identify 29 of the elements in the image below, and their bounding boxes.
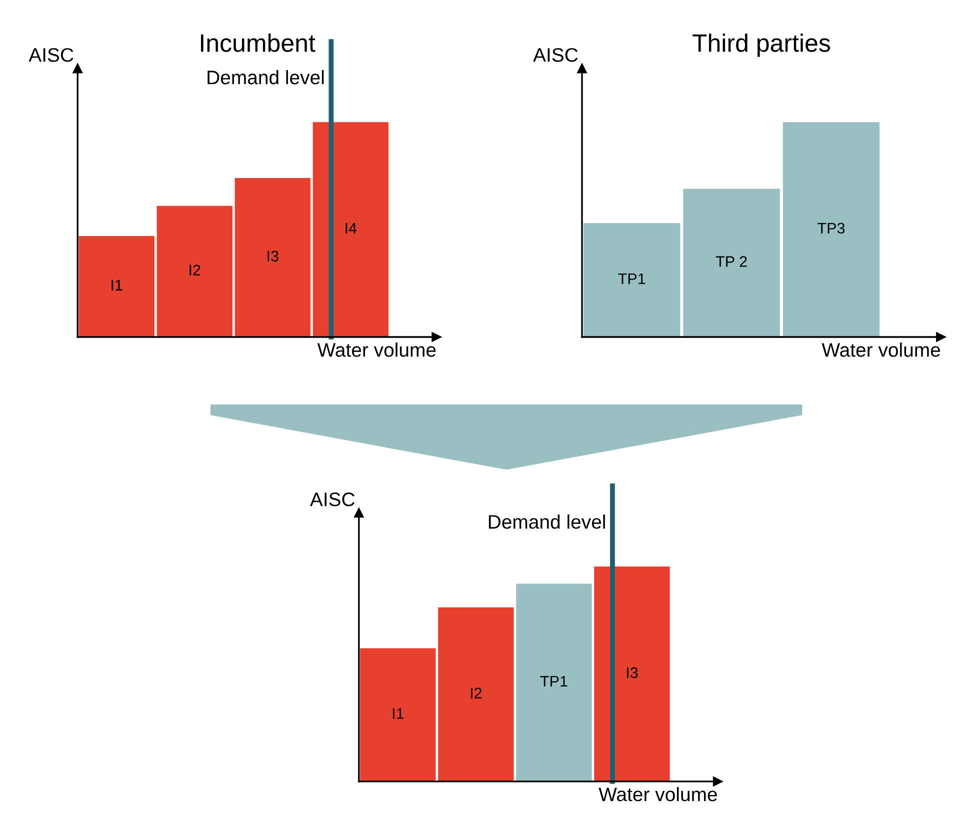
- bar: [234, 178, 310, 337]
- y-axis-title: AISC: [533, 48, 578, 62]
- y-axis-title: AISC: [310, 492, 355, 506]
- x-axis-title: Water volume: [822, 342, 940, 357]
- x-tick-label: I1: [392, 708, 404, 719]
- bar: [156, 206, 232, 337]
- x-tick-label: I3: [268, 250, 278, 262]
- bar: [360, 648, 436, 782]
- ref-line-label: Demand level: [488, 514, 605, 529]
- x-tick-label: TP1: [540, 676, 568, 687]
- x-tick-label: I1: [112, 280, 122, 290]
- bar: [312, 122, 389, 337]
- bar: [516, 584, 592, 782]
- ref-line-label: Demand level: [208, 70, 324, 84]
- bar: [594, 566, 670, 782]
- chart-title: Incumbent: [200, 34, 316, 52]
- x-tick-label: TP 2: [716, 256, 747, 267]
- x-tick-label: I2: [470, 688, 482, 698]
- x-tick-label: I3: [627, 667, 638, 678]
- x-axis-title: Water volume: [317, 342, 436, 357]
- y-axis-title: AISC: [28, 48, 74, 62]
- bar: [438, 607, 514, 782]
- x-tick-label: TP3: [818, 222, 845, 234]
- x-axis-title: Water volume: [598, 786, 717, 802]
- chart-title: Third parties: [692, 34, 830, 57]
- x-tick-label: I4: [346, 222, 357, 234]
- x-tick-label: I2: [190, 264, 200, 276]
- bar: [78, 236, 154, 337]
- x-tick-label: TP1: [618, 273, 646, 284]
